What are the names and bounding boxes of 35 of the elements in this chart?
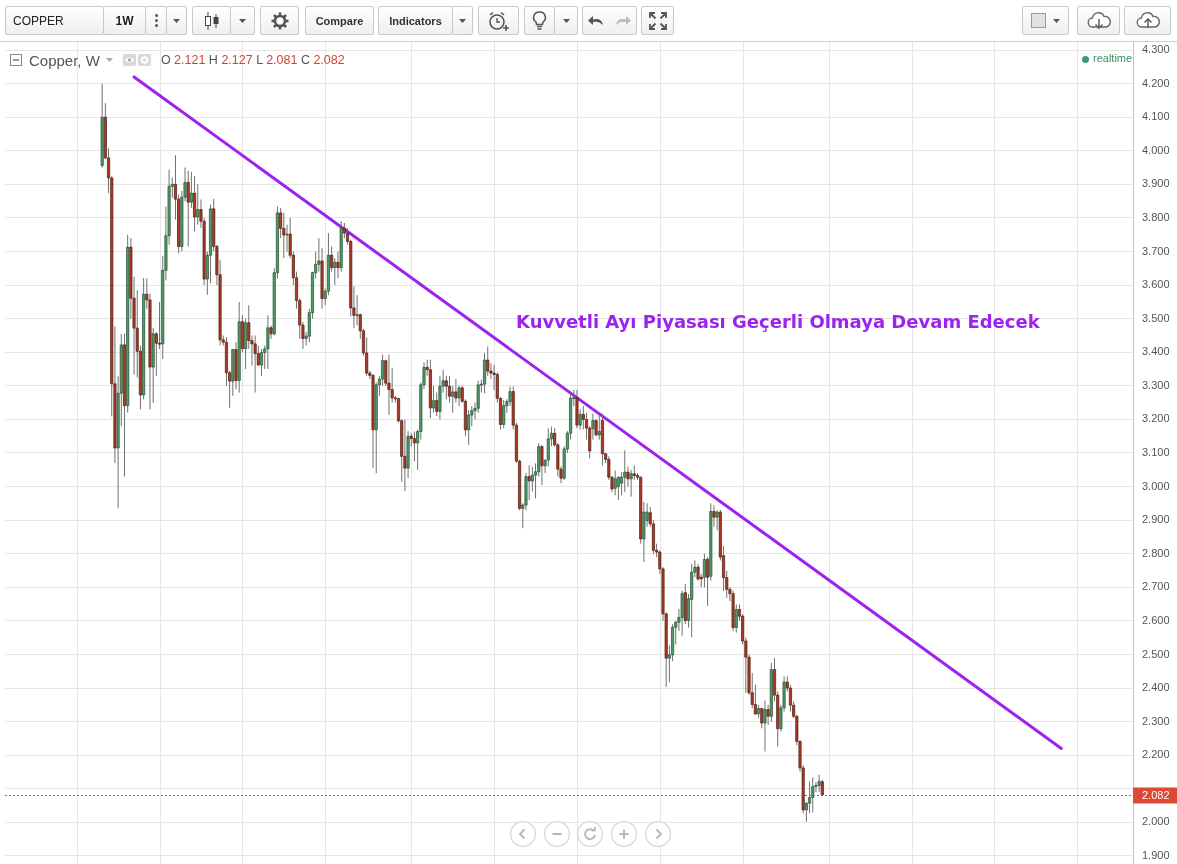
y-tick-label: 3.000 [1142,479,1170,492]
annotation: O 2.121 H 2.127 L 2.081 C 2.082 [160,53,345,67]
y-tick-label: 2.000 [1142,815,1170,828]
y-tick-label: 2.400 [1142,681,1170,694]
y-tick-label: 4.300 [1142,43,1170,56]
button: Compare [305,6,374,35]
y-tick-label: 3.900 [1142,177,1170,190]
y-tick-label: 3.300 [1142,378,1170,391]
candlestick [712,504,716,528]
y-tick-label: 3.200 [1142,412,1170,425]
y-tick-label: 1.900 [1142,848,1170,861]
candlestick [680,590,684,637]
y-tick-label: 3.800 [1142,210,1170,223]
text-field: COPPER [5,6,104,35]
y-tick-label: 2.200 [1142,748,1170,761]
y-tick-label: 4.000 [1142,143,1170,156]
y-tick-label: 2.700 [1142,580,1170,593]
y-tick-label: 2.900 [1142,513,1170,526]
y-tick-label: 2.500 [1142,647,1170,660]
button: 1W [103,6,146,35]
y-tick-label: 2.600 [1142,613,1170,626]
y-tick-label: 3.100 [1142,446,1170,459]
y-tick-label: 2.300 [1142,714,1170,727]
y-tick-label: 3.600 [1142,278,1170,291]
ref-line-label: 2.082 [1142,788,1170,801]
y-tick-label: 2.800 [1142,546,1170,559]
y-tick-label: 4.200 [1142,76,1170,89]
y-tick-label: 4.100 [1142,110,1170,123]
annotation: realtime [1093,52,1133,64]
y-tick-label: 3.500 [1142,311,1170,324]
text: Copper, W [29,51,100,69]
y-tick-label: 3.400 [1142,345,1170,358]
y-tick-label: 3.700 [1142,244,1170,257]
button: Indicators [378,6,453,35]
annotation: Kuvvetli Ayı Piyasası Geçerli Olmaya Devam Edecek [516,311,1040,332]
